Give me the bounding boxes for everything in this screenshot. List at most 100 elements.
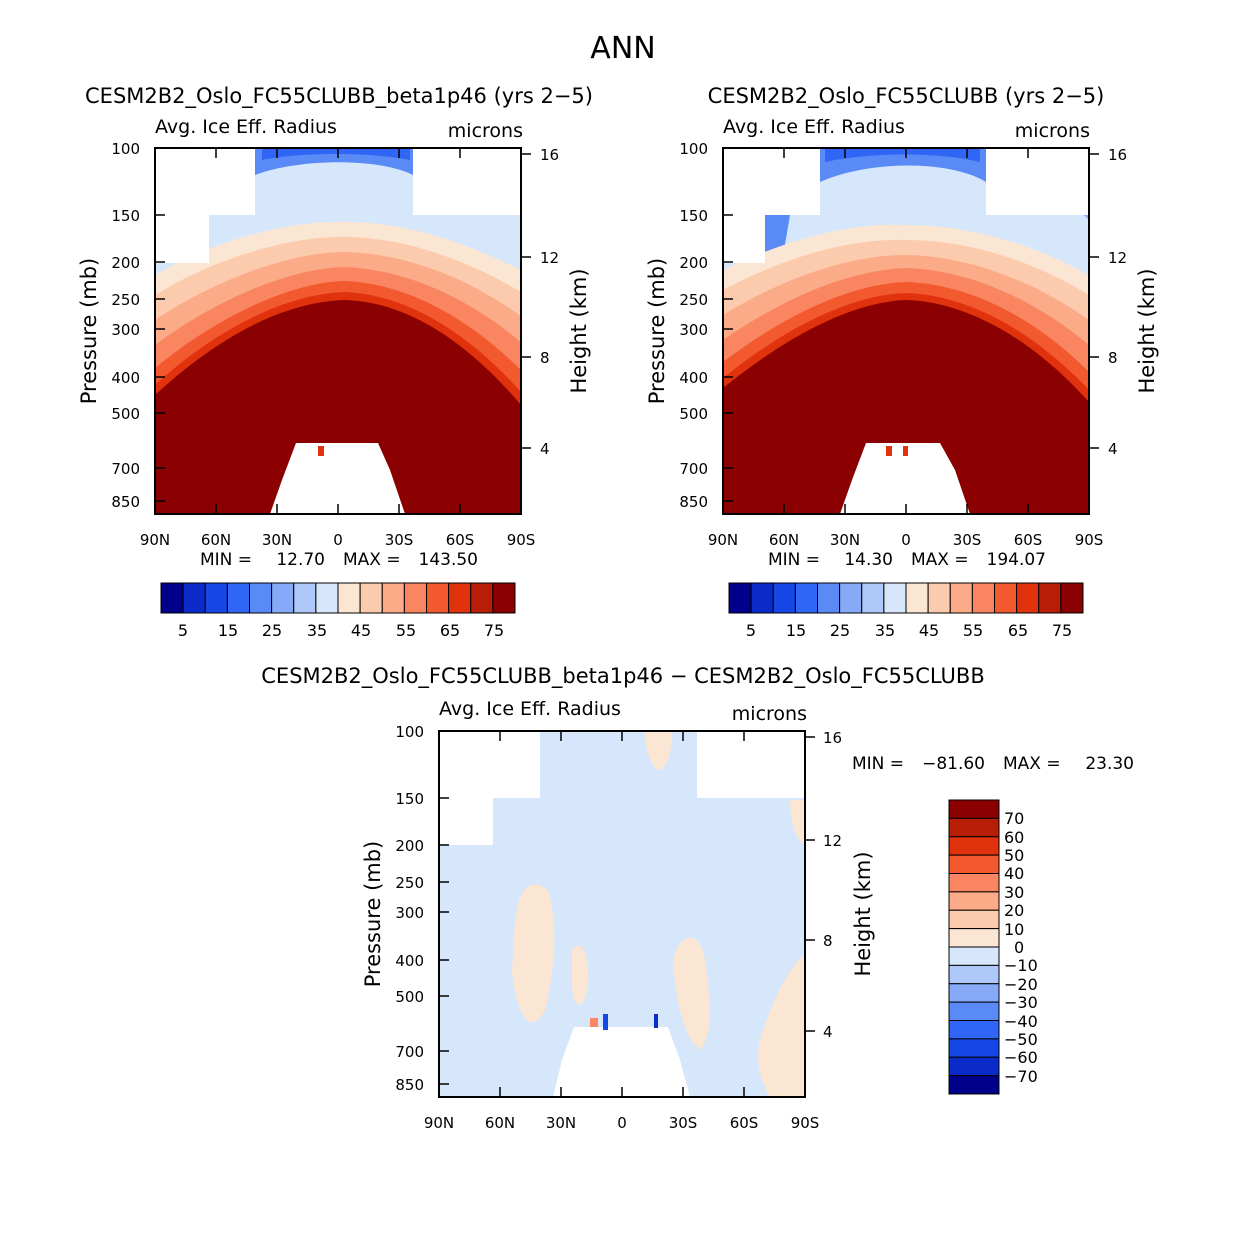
panel-1-xtick: 0 (333, 531, 343, 549)
panel-1-colorbar: 5 15 25 35 45 55 65 75 (160, 582, 516, 640)
panel-2-xtick: 30N (830, 531, 860, 549)
panel-1-colorbar-cell (359, 582, 383, 614)
panel-3-xtick: 60S (730, 1114, 759, 1132)
panel-2-colorbar-cell (994, 582, 1018, 614)
panel-2-colorbar-cell (839, 582, 863, 614)
panel-3-ytick: 100 (395, 723, 424, 741)
panel-2-xtick: 60N (769, 531, 799, 549)
panel-2-colorbar-cell (817, 582, 841, 614)
panel-2-colorbar-labels: 5 15 25 35 45 55 65 75 (746, 621, 1072, 640)
panel-1-missing-topography (270, 443, 405, 514)
panel-3-colorbar-label: 60 (1004, 828, 1024, 847)
panel-3-colorbar-label: 40 (1004, 864, 1024, 883)
panel-3-missing-topleft (439, 731, 540, 798)
panel-3-ylabel-right: Height (km) (851, 851, 875, 976)
panel-2-right-ticks: 16 12 8 4 (1108, 146, 1127, 458)
panel-1-xtick: 90N (140, 531, 170, 549)
panel-2-colorbar-label: 15 (786, 621, 806, 640)
panel-3-colorbar-label: −20 (1004, 975, 1038, 994)
panel-1-min-label: MIN = (200, 550, 252, 570)
panel-3-xtick: 90S (791, 1114, 820, 1132)
panel-1-xtick: 90S (507, 531, 536, 549)
panel-3-colorbar-cell (948, 1020, 1000, 1040)
panel-2-colorbar-cell (1016, 582, 1040, 614)
panel-2-colorbar: 5 15 25 35 45 55 65 75 (728, 582, 1084, 640)
panel-1-colorbar-label: 65 (440, 621, 460, 640)
panel-1-colorbar-cell (492, 582, 516, 614)
panel-3-ylabel: Pressure (mb) (361, 841, 385, 988)
panel-2-missing-topleft-2 (723, 215, 765, 263)
panel-3-colorbar-cell (948, 1075, 1000, 1095)
panel-3-colorbar-cell (948, 928, 1000, 948)
panel-3-positive-patch (572, 945, 589, 1005)
panel-2-ytick: 300 (679, 321, 708, 339)
panel-3-min-value: −81.60 (922, 754, 985, 774)
panel-1-min-value: 12.70 (276, 550, 325, 570)
panel-1-colorbar-cell (249, 582, 273, 614)
panel-1-field (155, 148, 521, 514)
panel-1-right-tick: 16 (540, 146, 559, 164)
panel-3-colorbar-cell (948, 836, 1000, 856)
panel-3-colorbar-label: 30 (1004, 883, 1024, 902)
panel-3-negative-spot (654, 1014, 658, 1028)
panel-1-right-tick: 12 (540, 249, 559, 267)
panel-2-stats: MIN = 14.30 MAX = 194.07 (768, 550, 1046, 570)
panel-3-colorbar-cell (948, 1056, 1000, 1077)
panel-3-colorbar-label: −30 (1004, 993, 1038, 1012)
panel-3-ytick: 700 (395, 1043, 424, 1061)
panel-2-ytick: 100 (679, 140, 708, 158)
panel-3-negative-spot (603, 1014, 608, 1030)
panel-2-min-label: MIN = (768, 550, 820, 570)
panel-1-ytick: 400 (111, 369, 140, 387)
panel-3-colorbar-cell (948, 1038, 1000, 1058)
panel-2-xtick: 60S (1014, 531, 1043, 549)
panel-2-topo-spot-2 (903, 446, 908, 456)
panel-1-ylabel-right: Height (km) (567, 268, 591, 393)
panel-3-colorbar-label: −40 (1004, 1012, 1038, 1031)
panel-2-units: microns (1015, 120, 1090, 142)
panel-3-colorbar-cell (948, 983, 1000, 1003)
panel-2-ytick: 700 (679, 460, 708, 478)
panel-3-positive-patch (645, 731, 672, 770)
panel-1-xtick: 30N (262, 531, 292, 549)
panel-3-colorbar-label: −60 (1004, 1048, 1038, 1067)
panel-3-colorbar-label: −50 (1004, 1030, 1038, 1049)
panel-1-colorbar-cell (226, 582, 250, 614)
panel-1-colorbar-cells (160, 582, 516, 614)
panel-3-xtick: 90N (424, 1114, 454, 1132)
panel-1-ytick: 250 (111, 291, 140, 309)
panel-3-title: CESM2B2_Oslo_FC55CLUBB_beta1p46 − CESM2B… (261, 664, 984, 689)
panel-3-right-tick: 4 (823, 1023, 833, 1041)
panel-2-colorbar-label: 5 (746, 621, 756, 640)
panel-3-xtick: 0 (617, 1114, 627, 1132)
panel-1-ytick: 700 (111, 460, 140, 478)
panel-3-missing-topography (553, 1027, 690, 1097)
panel-2-field (723, 148, 1089, 514)
panel-1-topo-spot (318, 446, 324, 456)
panel-2-colorbar-label: 75 (1052, 621, 1072, 640)
panel-1-ytick: 300 (111, 321, 140, 339)
figure-title: ANN (590, 31, 655, 66)
panel-2-colorbar-label: 45 (919, 621, 939, 640)
panel-1-colorbar-label: 25 (262, 621, 282, 640)
panel-3-right-tick: 8 (823, 932, 833, 950)
panel-3-colorbar-cell (948, 964, 1000, 985)
panel-1-stats: MIN = 12.70 MAX = 143.50 (200, 550, 478, 570)
panel-2-colorbar-label: 25 (830, 621, 850, 640)
panel-3-colorbar-cells (948, 799, 1000, 1095)
panel-1-xtick: 60N (201, 531, 231, 549)
panel-1-colorbar-label: 75 (484, 621, 504, 640)
panel-3-colorbar-cell (948, 817, 1000, 838)
panel-3-colorbar-cell (948, 1001, 1000, 1021)
panel-1-xticks: 90N 60N 30N 0 30S 60S 90S (140, 531, 535, 549)
panel-3-xtick: 60N (485, 1114, 515, 1132)
panel-3-max-value: 23.30 (1085, 754, 1134, 774)
panel-1-ytick: 200 (111, 254, 140, 272)
panel-2: CESM2B2_Oslo_FC55CLUBB (yrs 2−5) Avg. Ic… (645, 84, 1159, 640)
panel-2-colorbar-cell (772, 582, 796, 614)
panel-3-yticks: 100 150 200 250 300 400 500 700 850 (395, 723, 424, 1094)
panel-2-min-value: 14.30 (844, 550, 893, 570)
panel-2-right-tick: 4 (1108, 440, 1118, 458)
panel-3-colorbar-label: 0 (1014, 938, 1024, 957)
panel-3-right-tick: 16 (823, 729, 842, 747)
